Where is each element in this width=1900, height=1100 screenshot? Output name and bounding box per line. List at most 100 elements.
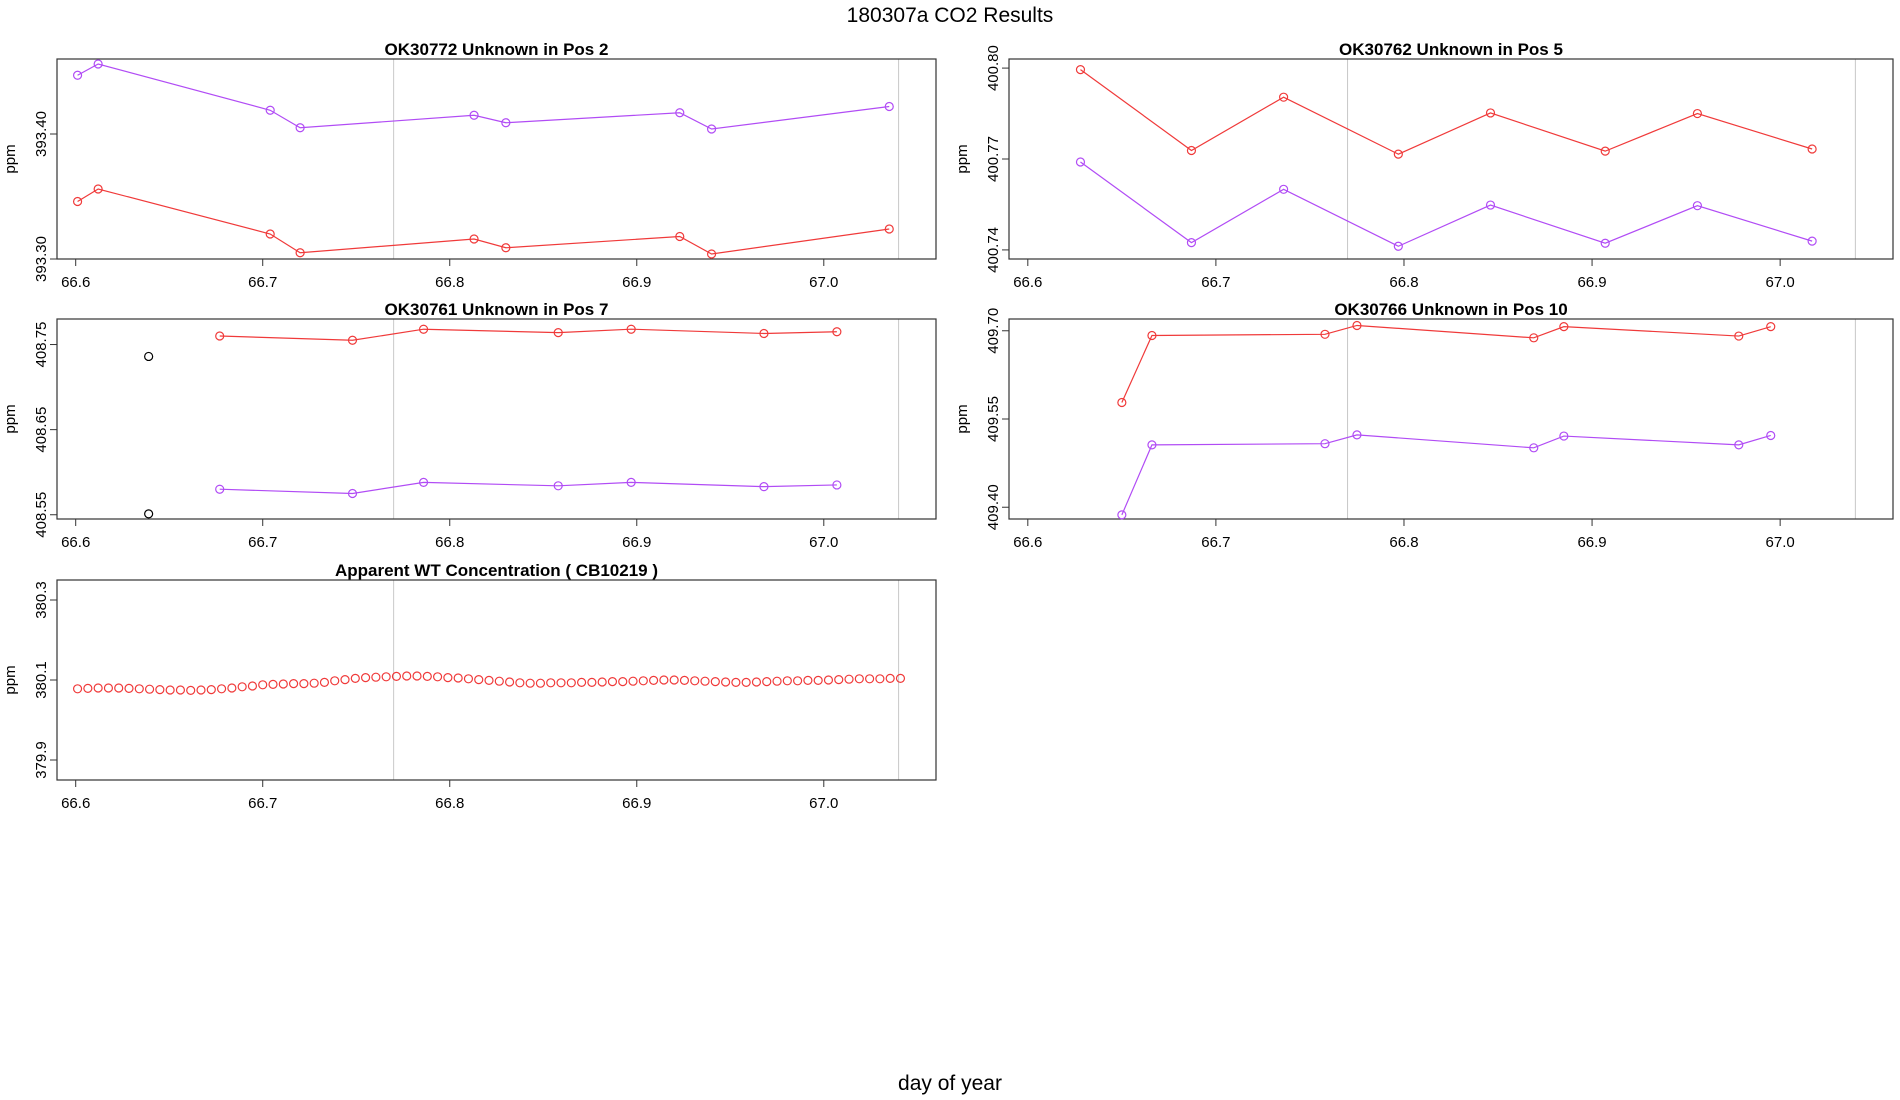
x-tick-label: 66.7 xyxy=(1201,534,1230,551)
data-point xyxy=(144,351,154,362)
data-point xyxy=(1186,145,1197,156)
data-point xyxy=(546,678,556,688)
data-point xyxy=(638,676,648,686)
y-tick-label: 379.9 xyxy=(33,741,50,779)
data-point xyxy=(710,676,720,687)
y-axis-label: ppm xyxy=(2,665,19,694)
x-tick-label: 66.9 xyxy=(1577,274,1606,291)
data-point xyxy=(206,684,216,695)
data-point xyxy=(319,677,330,688)
data-point xyxy=(418,477,429,488)
data-point xyxy=(751,677,762,687)
data-point xyxy=(453,673,463,683)
data-point xyxy=(295,248,305,258)
y-tick-label: 408.75 xyxy=(33,322,50,368)
data-point xyxy=(813,675,823,686)
chart-panel: OK30761 Unknown in Pos 7 66.6 66.7 66.8 66.9… xyxy=(2,300,937,551)
data-point xyxy=(772,676,782,686)
data-point xyxy=(299,678,309,689)
data-point xyxy=(884,101,894,112)
data-point xyxy=(340,674,350,685)
series-line xyxy=(219,328,837,341)
y-tick-label: 409.40 xyxy=(985,484,1002,530)
data-point xyxy=(265,229,275,239)
data-point xyxy=(186,685,196,696)
data-point xyxy=(759,328,769,339)
chart-title: OK30762 Unknown in Pos 5 xyxy=(1339,40,1563,59)
data-point xyxy=(659,675,669,685)
data-point xyxy=(706,124,717,134)
data-point xyxy=(443,672,453,683)
x-tick-label: 66.8 xyxy=(1389,274,1418,291)
data-point xyxy=(576,677,587,688)
page-title: 180307a CO2 Results xyxy=(846,4,1054,27)
data-point xyxy=(265,105,275,115)
x-tick-label: 67.0 xyxy=(809,795,838,812)
data-point xyxy=(1692,108,1702,119)
data-point xyxy=(1529,333,1539,343)
data-point xyxy=(258,680,268,690)
data-point xyxy=(885,673,895,684)
data-point xyxy=(330,676,340,686)
data-point xyxy=(371,672,381,682)
data-point xyxy=(793,676,803,686)
data-point xyxy=(72,70,83,80)
data-point xyxy=(782,676,792,686)
data-point xyxy=(1807,144,1817,154)
plot-frame xyxy=(1008,58,1894,260)
data-point xyxy=(553,481,563,491)
data-point xyxy=(525,678,535,688)
y-axis-label: ppm xyxy=(2,144,19,173)
series-line xyxy=(219,481,837,495)
y-tick-label: 400.74 xyxy=(985,227,1002,273)
data-point xyxy=(391,671,402,682)
data-point xyxy=(1352,430,1362,440)
data-point xyxy=(679,675,690,686)
data-point xyxy=(1117,510,1127,520)
x-tick-label: 66.9 xyxy=(1577,534,1606,551)
series-line xyxy=(1121,324,1771,403)
data-point xyxy=(875,674,885,684)
data-point xyxy=(1600,238,1610,248)
data-point xyxy=(418,324,429,334)
series-line xyxy=(77,188,890,255)
x-tick-label: 66.6 xyxy=(61,274,90,291)
data-point xyxy=(587,677,597,688)
x-tick-label: 66.9 xyxy=(622,274,651,291)
x-tick-label: 66.9 xyxy=(622,795,651,812)
y-tick-label: 408.55 xyxy=(33,492,50,538)
data-point xyxy=(731,677,741,688)
data-point xyxy=(504,677,515,687)
data-point xyxy=(196,685,206,695)
data-point xyxy=(247,681,258,691)
data-point xyxy=(1734,440,1744,450)
data-point xyxy=(535,678,546,688)
data-point xyxy=(432,672,443,682)
data-point xyxy=(1529,443,1539,453)
plot-frame xyxy=(1008,318,1894,520)
series-line xyxy=(1080,161,1813,247)
y-axis-label: ppm xyxy=(2,404,19,433)
data-point xyxy=(1485,108,1496,118)
chart-panel: OK30772 Unknown in Pos 2 66.6 66.7 66.8 66.9… xyxy=(2,40,937,291)
data-point xyxy=(360,672,371,683)
data-point xyxy=(1075,65,1086,75)
data-point xyxy=(628,676,638,686)
y-tick-label: 393.30 xyxy=(33,236,50,282)
data-point xyxy=(215,484,225,494)
data-point xyxy=(675,108,685,118)
data-point xyxy=(1559,322,1569,332)
data-point xyxy=(144,684,155,694)
data-point xyxy=(706,249,717,259)
data-point xyxy=(515,678,525,688)
data-point xyxy=(93,59,103,69)
data-point xyxy=(1320,439,1330,449)
data-point xyxy=(607,676,618,687)
data-point xyxy=(463,674,474,684)
data-point xyxy=(759,482,769,492)
data-point xyxy=(762,676,772,687)
data-point xyxy=(1734,331,1744,341)
data-point xyxy=(155,684,165,695)
data-point xyxy=(288,678,299,689)
chart-title: OK30761 Unknown in Pos 7 xyxy=(385,300,609,319)
